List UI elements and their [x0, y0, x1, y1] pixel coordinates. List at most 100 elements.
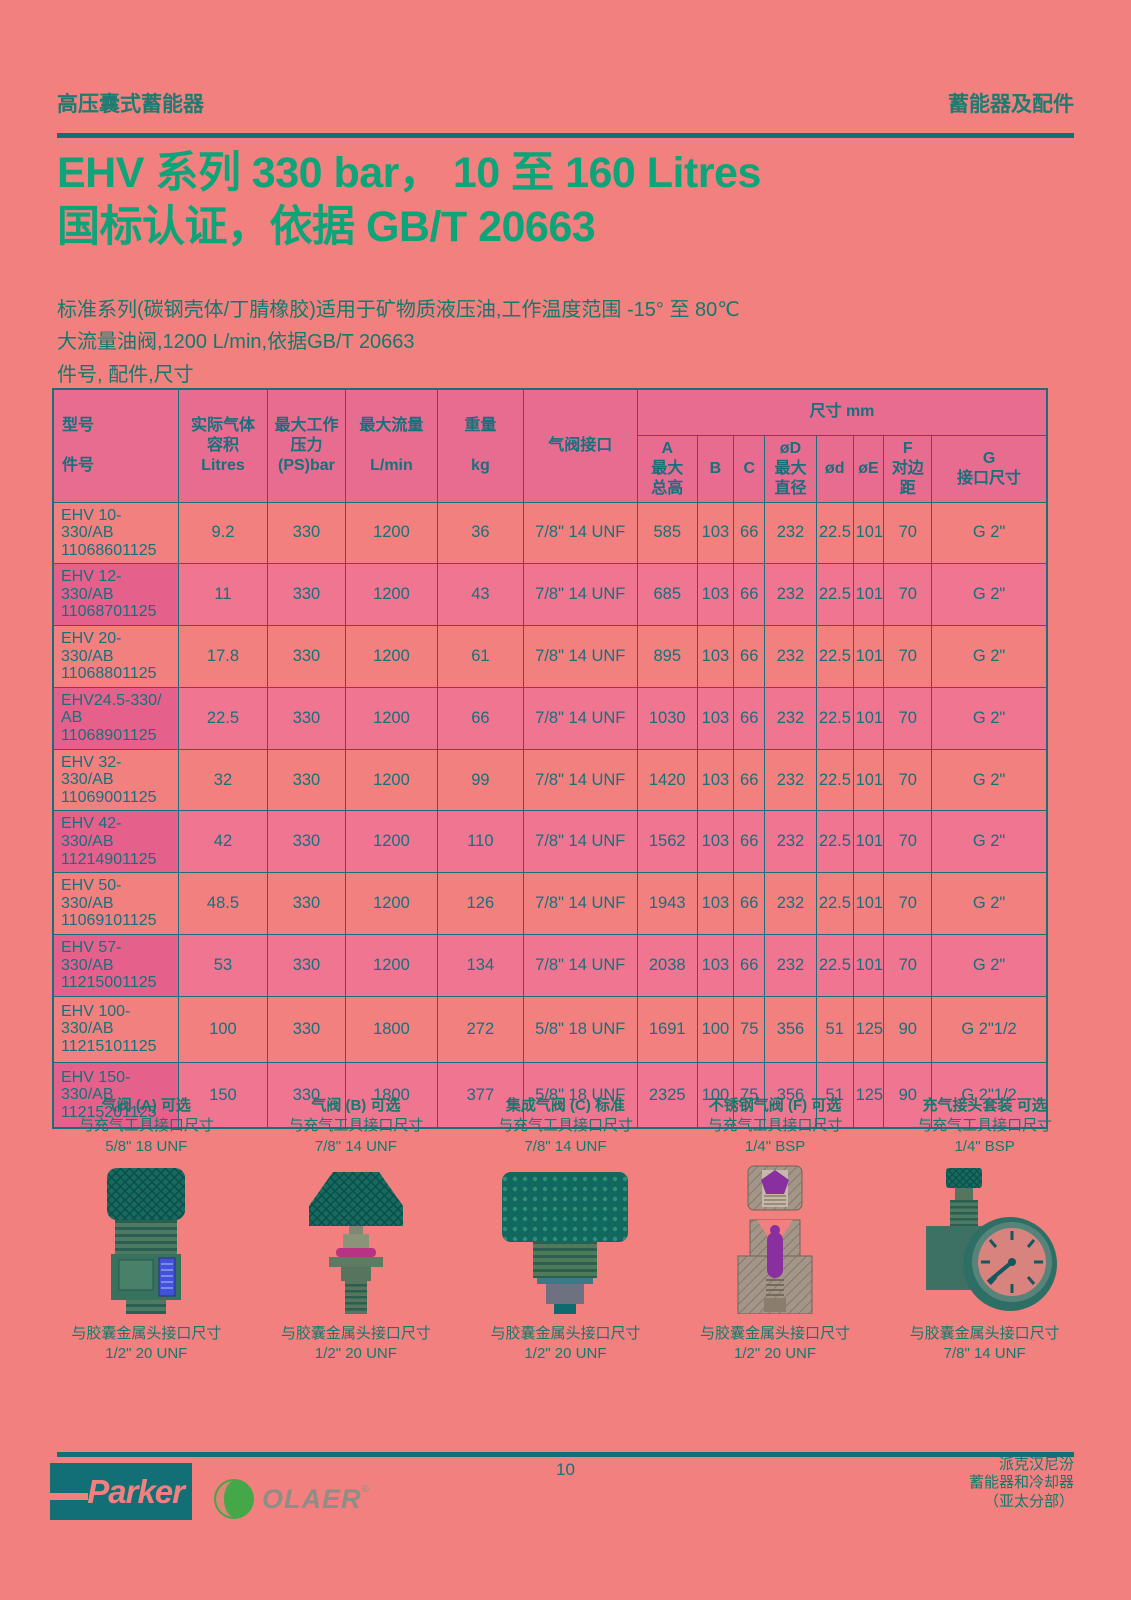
flow-cell: 1200: [344, 810, 439, 874]
dim-dmax-cell: 232: [764, 625, 817, 688]
dim-g-cell: G 2"1/2: [931, 995, 1048, 1063]
dim-b-cell: 103: [696, 563, 735, 627]
dim-e-cell: 101: [852, 810, 885, 874]
valve-figure-gauge: 充气接头套装 可选 与充气工具接口尺寸 1/4" BSP: [886, 1096, 1083, 1365]
volume-cell: 42: [177, 810, 269, 874]
dim-a-cell: 1030: [636, 686, 698, 750]
dim-e-cell: 101: [852, 625, 885, 688]
model-cell: EHV 20-330/AB 11068801125: [52, 625, 179, 688]
dim-b-cell: 103: [696, 810, 735, 874]
dim-b-cell: 103: [696, 748, 735, 812]
model-name: EHV 100-330/AB: [61, 1002, 131, 1038]
model-cell: EHV 100-330/AB 11215101125: [52, 995, 179, 1063]
dim-dmax-cell: 232: [764, 933, 817, 997]
weight-cell: 43: [437, 563, 524, 627]
header-right-label: 蓄能器及配件: [948, 93, 1074, 116]
dim-d-cell: 22.5: [815, 501, 854, 565]
spec-table-wrapper: 型号 件号 实际气体 容积 Litres 最大工作 压力 (PS)bar 最大流…: [52, 388, 1048, 1130]
header-divider: [57, 133, 1074, 138]
gas-valve-port-cell: 7/8" 14 UNF: [522, 501, 638, 565]
dim-e-cell: 125: [852, 995, 885, 1063]
dim-f-cell: 70: [883, 810, 933, 874]
valve-b-top-label: 气阀 (B) 可选 与充气工具接口尺寸 7/8" 14 UNF: [288, 1096, 423, 1162]
dim-c-cell: 75: [733, 1061, 766, 1129]
col-header-a: A 最大 总高: [636, 434, 698, 503]
part-number: 11068801125: [61, 665, 157, 683]
model-name: EHV 57-330/AB: [61, 938, 122, 974]
col-header-c: C: [733, 434, 766, 503]
olaer-logo: OLAER ®: [212, 1477, 369, 1521]
gas-valve-port-cell: 7/8" 14 UNF: [522, 748, 638, 812]
col-header-volume: 实际气体 容积 Litres: [177, 388, 269, 503]
dim-e-cell: 101: [852, 933, 885, 997]
flow-cell: 1200: [344, 872, 439, 935]
valve-figures-section: 气阀 (A) 可选 与充气工具接口尺寸 5/8" 18 UNF: [48, 1096, 1083, 1365]
model-cell: EHV 12-330/AB 11068701125: [52, 563, 179, 627]
model-name: EHV 20-330/AB: [61, 630, 122, 665]
dim-c-cell: 66: [733, 625, 766, 688]
spec-table: 型号 件号 实际气体 容积 Litres 最大工作 压力 (PS)bar 最大流…: [52, 388, 1048, 1130]
valve-bottom-size: 1/2" 20 UNF: [524, 1345, 607, 1363]
volume-cell: 11: [177, 563, 269, 627]
valve-size: 7/8" 14 UNF: [314, 1137, 397, 1155]
header-left-label: 高压囊式蓄能器: [57, 93, 204, 116]
valve-f-top-label: 不锈钢气阀 (F) 可选 与充气工具接口尺寸 1/4" BSP: [708, 1096, 843, 1162]
title-line-2: 国标认证，依据 GB/T 20663: [57, 203, 596, 252]
col-header-g: G 接口尺寸: [931, 434, 1048, 503]
table-row: EHV 32-330/AB 11069001125 32 330 1200 99…: [52, 748, 1048, 812]
dim-e-cell: 101: [852, 563, 885, 627]
dim-b-cell: 103: [696, 686, 735, 750]
gas-valve-port-cell: 7/8" 14 UNF: [522, 686, 638, 750]
table-row: EHV 100-330/AB 11215101125 100 330 1800 …: [52, 995, 1048, 1063]
weight-cell: 134: [437, 933, 524, 997]
valve-figure-c: 集成气阀 (C) 标准 与充气工具接口尺寸 7/8" 14 UNF: [467, 1096, 664, 1365]
page-title: EHV 系列 330 bar， 10 至 160 Litres 国标认证，依据 …: [57, 146, 761, 254]
dim-b-cell: 103: [696, 872, 735, 935]
dim-d-cell: 51: [815, 1061, 854, 1129]
valve-bottom-label: 与胶囊金属头接口尺寸: [280, 1325, 431, 1342]
table-row: EHV 20-330/AB 11068801125 17.8 330 1200 …: [52, 625, 1048, 688]
valve-subtitle: 与充气工具接口尺寸: [78, 1117, 214, 1135]
pressure-cell: 330: [267, 1061, 346, 1129]
valve-subtitle: 与充气工具接口尺寸: [707, 1117, 843, 1135]
valve-title: 不锈钢气阀 (F) 可选: [708, 1097, 842, 1114]
valve-bottom-label: 与胶囊金属头接口尺寸: [490, 1325, 641, 1342]
pressure-cell: 330: [267, 563, 346, 627]
valve-a-top-label: 气阀 (A) 可选 与充气工具接口尺寸 5/8" 18 UNF: [79, 1096, 214, 1162]
col-header-model: 型号 件号: [52, 388, 179, 503]
dim-a-cell: 1562: [636, 810, 698, 874]
dim-dmax-cell: 356: [764, 995, 817, 1063]
parker-arrow-icon: [50, 1493, 88, 1500]
dim-b-cell: 103: [696, 625, 735, 688]
flow-cell: 1200: [344, 748, 439, 812]
olaer-wordmark: OLAER: [262, 1483, 362, 1514]
valve-b-bottom-label: 与胶囊金属头接口尺寸 1/2" 20 UNF: [281, 1324, 431, 1365]
gas-valve-port-cell: 5/8" 18 UNF: [522, 995, 638, 1063]
col-header-dmax: øD 最大 直径: [764, 434, 817, 503]
weight-cell: 272: [437, 995, 524, 1063]
model-name: EHV 150-330/AB: [61, 1068, 131, 1104]
flow-cell: 1200: [344, 686, 439, 750]
gas-valve-a-icon: [71, 1162, 221, 1314]
dim-dmax-cell: 232: [764, 501, 817, 565]
weight-cell: 126: [437, 872, 524, 935]
dim-f-cell: 90: [883, 995, 933, 1063]
part-number: 11068701125: [61, 603, 157, 621]
pressure-cell: 330: [267, 810, 346, 874]
valve-size: 1/4" BSP: [744, 1137, 806, 1155]
dim-d-cell: 22.5: [815, 625, 854, 688]
col-header-dimensions-group: 尺寸 mm: [636, 388, 1048, 436]
col-header-flow: 最大流量 L/min: [344, 388, 439, 503]
dim-f-cell: 70: [883, 686, 933, 750]
footer-company-line-2: 蓄能器和冷却器: [968, 1474, 1074, 1492]
volume-cell: 48.5: [177, 872, 269, 935]
table-row: EHV 50-330/AB 11069101125 48.5 330 1200 …: [52, 872, 1048, 935]
valve-figure-a: 气阀 (A) 可选 与充气工具接口尺寸 5/8" 18 UNF: [48, 1096, 245, 1365]
footer-company-line-3: （亚太分部）: [983, 1492, 1074, 1510]
dim-f-cell: 70: [883, 872, 933, 935]
model-name: EHV 10-330/AB: [61, 506, 122, 542]
valve-title: 气阀 (B) 可选: [311, 1097, 401, 1114]
dim-a-cell: 895: [636, 625, 698, 688]
dim-f-cell: 90: [883, 1061, 933, 1129]
